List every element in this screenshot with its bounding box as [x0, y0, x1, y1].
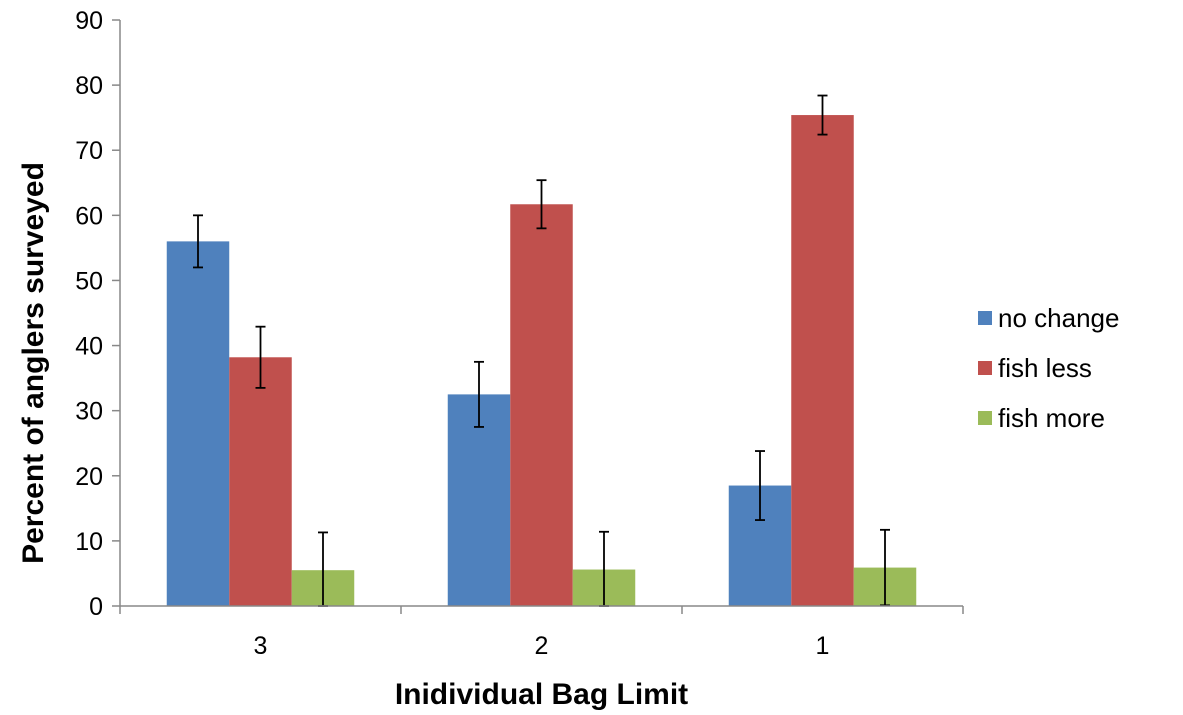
- y-tick-label: 20: [75, 463, 103, 491]
- x-tick-label: 2: [535, 632, 549, 660]
- error-bar-fish-less-2: [536, 179, 547, 230]
- legend: no change fish less fish more: [978, 303, 1119, 433]
- bar-no-change-3: [166, 241, 230, 606]
- legend-label: fish less: [998, 353, 1092, 383]
- y-tick-label: 10: [75, 528, 103, 556]
- legend-item-no-change: no change: [978, 303, 1119, 333]
- bar-fish-less-3: [229, 357, 292, 606]
- bar-fish-less-1: [791, 115, 854, 606]
- x-tick-label: 3: [254, 632, 268, 660]
- legend-item-fish-more: fish more: [978, 403, 1105, 433]
- y-tick-label: 0: [89, 593, 103, 621]
- tick-labels-layer: 0 10 20 30 40 50 60 70 80 90 3 2 1: [75, 7, 829, 660]
- y-tick-label: 90: [75, 7, 103, 35]
- y-tick-label: 40: [75, 333, 103, 361]
- legend-swatch: [978, 361, 992, 375]
- error-bar-no-change-1: [755, 450, 765, 521]
- legend-label: fish more: [998, 403, 1105, 433]
- error-bar-fish-less-3: [255, 325, 266, 389]
- y-tick-label: 50: [75, 267, 103, 295]
- y-tick-label: 60: [75, 202, 103, 230]
- x-axis-title: Inidividual Bag Limit: [395, 678, 688, 711]
- y-axis-title: Percent of anglers surveyed: [17, 162, 50, 564]
- error-bar-no-change-2: [474, 360, 484, 428]
- x-tick-label: 1: [816, 632, 830, 660]
- error-bar-fish-less-1: [817, 94, 828, 136]
- error-bar-no-change-3: [193, 214, 203, 269]
- bar-no-change-2: [447, 394, 511, 606]
- legend-swatch: [978, 411, 992, 425]
- axes-layer: [112, 19, 964, 614]
- legend-item-fish-less: fish less: [978, 353, 1092, 383]
- legend-label: no change: [998, 303, 1119, 333]
- legend-swatch: [978, 311, 992, 325]
- y-tick-label: 30: [75, 398, 103, 426]
- y-tick-label: 80: [75, 72, 103, 100]
- bar-fish-less-2: [510, 204, 573, 606]
- y-tick-label: 70: [75, 137, 103, 165]
